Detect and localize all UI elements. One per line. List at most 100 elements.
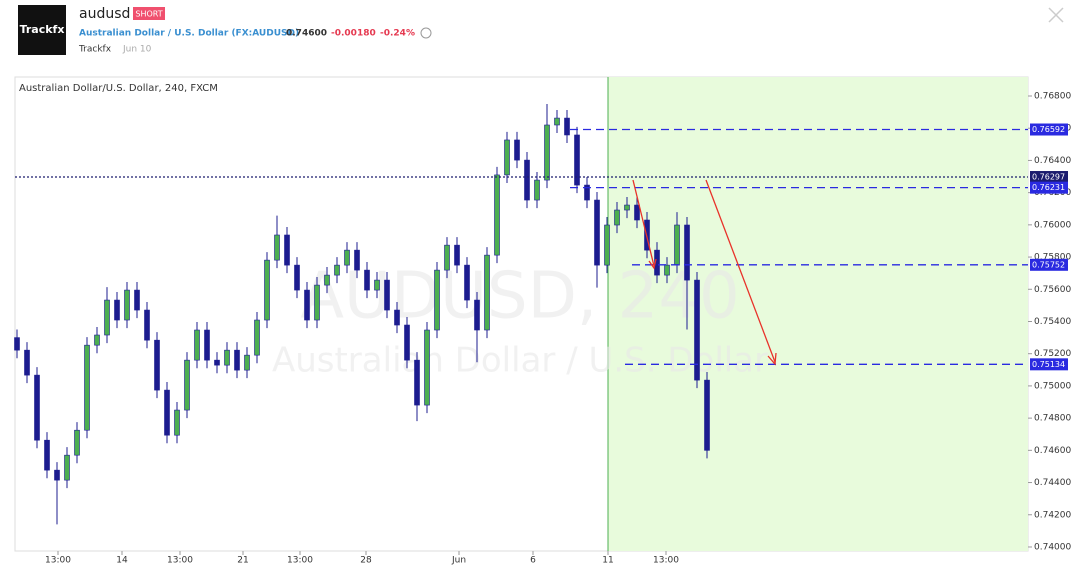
candle-body — [334, 264, 340, 276]
candle-body — [174, 409, 180, 436]
logo-text: Trackfx — [20, 23, 65, 36]
candle-body — [404, 324, 410, 361]
candle-body — [74, 429, 80, 456]
candle-body — [34, 374, 40, 441]
y-tick-label: 0.75600 — [1034, 285, 1071, 295]
candle-body — [24, 349, 30, 376]
candle-body — [484, 254, 490, 331]
candle-body — [134, 289, 140, 311]
arrow-head — [767, 352, 777, 366]
y-tick-label: 0.75000 — [1034, 381, 1071, 391]
level-label: 0.75134 — [1032, 360, 1065, 369]
candle-body — [194, 329, 200, 361]
x-tick-label: 6 — [530, 556, 536, 566]
candle-body — [674, 224, 680, 266]
candle-body — [354, 249, 360, 271]
candle-body — [154, 339, 160, 391]
change-pct: -0.24% — [380, 29, 415, 39]
candle-body — [554, 117, 560, 126]
candle-body — [214, 359, 220, 366]
candle-body — [184, 359, 190, 411]
author[interactable]: Trackfx — [78, 45, 112, 55]
candle-body — [634, 204, 640, 221]
badge[interactable]: SHORT — [135, 10, 162, 19]
candle-body — [44, 439, 50, 471]
candle-body — [524, 159, 530, 201]
level-label-bg — [1030, 171, 1068, 184]
candle-body — [424, 329, 430, 406]
candle-body — [94, 334, 100, 346]
alert-icon[interactable] — [420, 27, 432, 39]
x-tick-label: 13:00 — [45, 556, 71, 566]
candle-body — [294, 264, 300, 291]
candle-body — [614, 209, 620, 226]
x-tick-label: 21 — [237, 556, 248, 566]
candle-body — [254, 319, 260, 356]
candle-body — [574, 134, 580, 186]
candle-body — [144, 309, 150, 341]
candle-body — [604, 224, 610, 266]
arrow — [632, 179, 655, 267]
x-tick-label: 14 — [116, 556, 128, 566]
change: -0.00180 — [331, 29, 376, 39]
candle-body — [494, 174, 500, 256]
candle-body — [114, 299, 120, 321]
level-label-bg — [1030, 258, 1068, 271]
candle-body — [84, 344, 90, 431]
candle-body — [284, 234, 290, 266]
date: Jun 10 — [122, 45, 152, 55]
watermark: Australian Dollar / U.S. Dollar — [272, 341, 768, 381]
candle-body — [124, 289, 130, 321]
candle-body — [314, 284, 320, 321]
candle-body — [624, 204, 630, 211]
candle-body — [704, 379, 710, 451]
candle-body — [694, 279, 700, 381]
y-tick-label: 0.74200 — [1034, 510, 1071, 520]
candle-body — [54, 469, 60, 481]
candle-body — [474, 299, 480, 331]
candle-body — [444, 244, 450, 271]
arrow — [705, 179, 776, 363]
badge-bg — [133, 7, 165, 20]
candle-body — [464, 264, 470, 301]
candle-body — [394, 309, 400, 326]
candle-body — [14, 337, 20, 351]
candle-body — [654, 249, 660, 276]
arrow-head — [648, 258, 657, 270]
y-tick-label: 0.76400 — [1034, 156, 1071, 166]
candle-body — [684, 224, 690, 281]
level-label: 0.76297 — [1032, 173, 1065, 182]
candle-body — [364, 269, 370, 291]
logo — [18, 5, 66, 55]
y-tick-label: 0.76000 — [1034, 220, 1071, 230]
target-zone — [608, 77, 1028, 551]
candle-body — [374, 279, 380, 291]
y-tick-label: 0.74800 — [1034, 414, 1071, 424]
x-tick-label: 13:00 — [653, 556, 679, 566]
y-tick-label: 0.74400 — [1034, 478, 1071, 488]
candle-body — [344, 249, 350, 266]
candle-body — [64, 454, 70, 481]
x-tick-label: 28 — [360, 556, 372, 566]
candle-body — [384, 279, 390, 311]
x-tick-label: 13:00 — [167, 556, 193, 566]
y-tick-label: 0.75200 — [1034, 349, 1071, 359]
y-tick-label: 0.75800 — [1034, 253, 1071, 263]
candle-body — [164, 389, 170, 436]
level-label: 0.75752 — [1032, 260, 1065, 269]
chart-title: Australian Dollar/U.S. Dollar, 240, FXCM — [19, 83, 218, 94]
candle-body — [584, 184, 590, 201]
instrument[interactable]: Australian Dollar / U.S. Dollar (FX:AUDU… — [79, 29, 299, 39]
candle-body — [664, 264, 670, 276]
close-button[interactable] — [1048, 7, 1064, 23]
level-label-bg — [1030, 181, 1068, 194]
level-label-bg — [1030, 358, 1068, 371]
y-tick-label: 0.74600 — [1034, 446, 1071, 456]
level-label: 0.76592 — [1032, 125, 1065, 134]
level-label-bg — [1030, 123, 1068, 136]
candle-body — [324, 274, 330, 286]
candle-body — [564, 117, 570, 136]
symbol: audusd — [79, 6, 130, 22]
x-tick-label: 11 — [602, 556, 613, 566]
